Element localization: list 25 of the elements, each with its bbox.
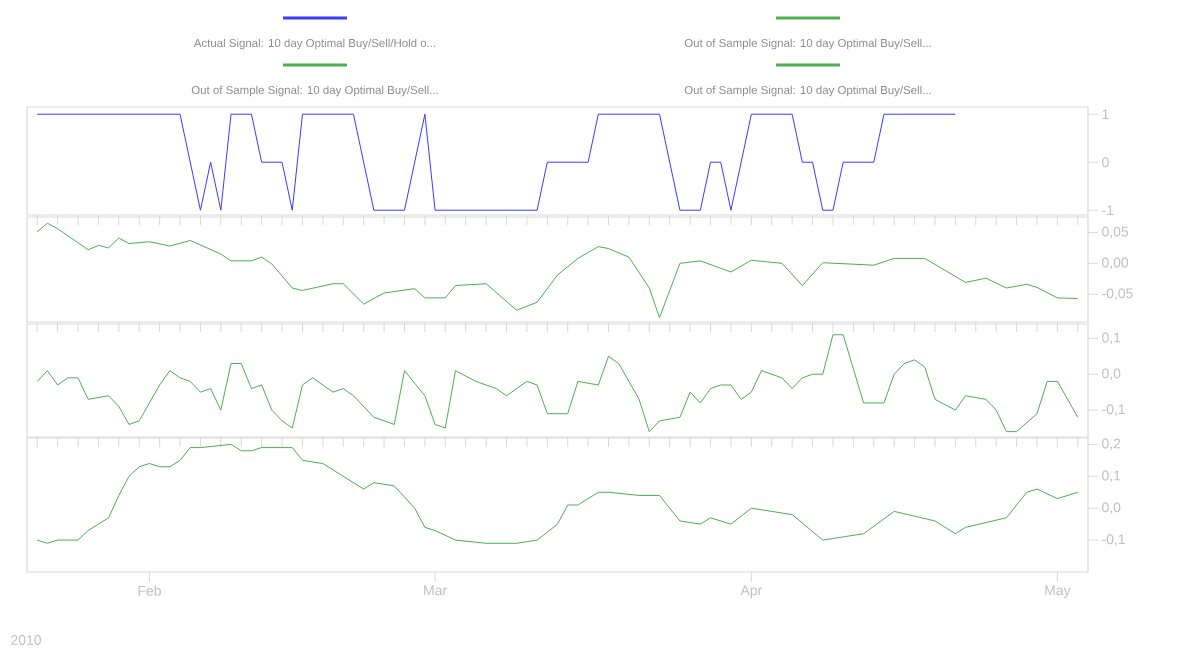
x-tick-label: Apr	[740, 585, 762, 599]
line-series	[36, 222, 1079, 319]
line-series	[36, 334, 1079, 433]
y-tick-label: -1	[1102, 205, 1114, 215]
text: Out of Sample Signal: 10 day Optimal Buy/Sell...	[684, 38, 931, 50]
x-tick-label: Feb	[138, 585, 161, 596]
y-tick-label: 0,05	[1102, 226, 1129, 239]
y-tick-label: 0,0	[1102, 368, 1121, 380]
y-tick-label: 1	[1102, 109, 1109, 119]
x-tick-label: Mar	[424, 585, 447, 596]
y-tick-label: -0,05	[1102, 288, 1133, 300]
line-series	[36, 443, 1079, 544]
text: Actual Signal: 10 day Optimal Buy/Sell/Hold o...	[193, 38, 436, 50]
text: 2010	[11, 635, 41, 645]
text: Out of Sample Signal: 10 day Optimal Buy/Sell...	[191, 85, 438, 97]
y-tick-label: 0,00	[1102, 257, 1129, 270]
y-tick-label: -0,1	[1102, 404, 1125, 416]
y-tick-label: 0,2	[1102, 438, 1121, 451]
y-tick-label: 0,1	[1102, 470, 1121, 483]
text: Out of Sample Signal: 10 day Optimal Buy/Sell...	[684, 85, 931, 97]
y-tick-label: 0,1	[1102, 332, 1121, 345]
y-tick-label: 0,0	[1102, 502, 1121, 514]
y-tick-label: 0	[1102, 157, 1109, 168]
y-tick-label: -0,1	[1102, 534, 1125, 546]
x-tick-label: May	[1045, 585, 1071, 599]
